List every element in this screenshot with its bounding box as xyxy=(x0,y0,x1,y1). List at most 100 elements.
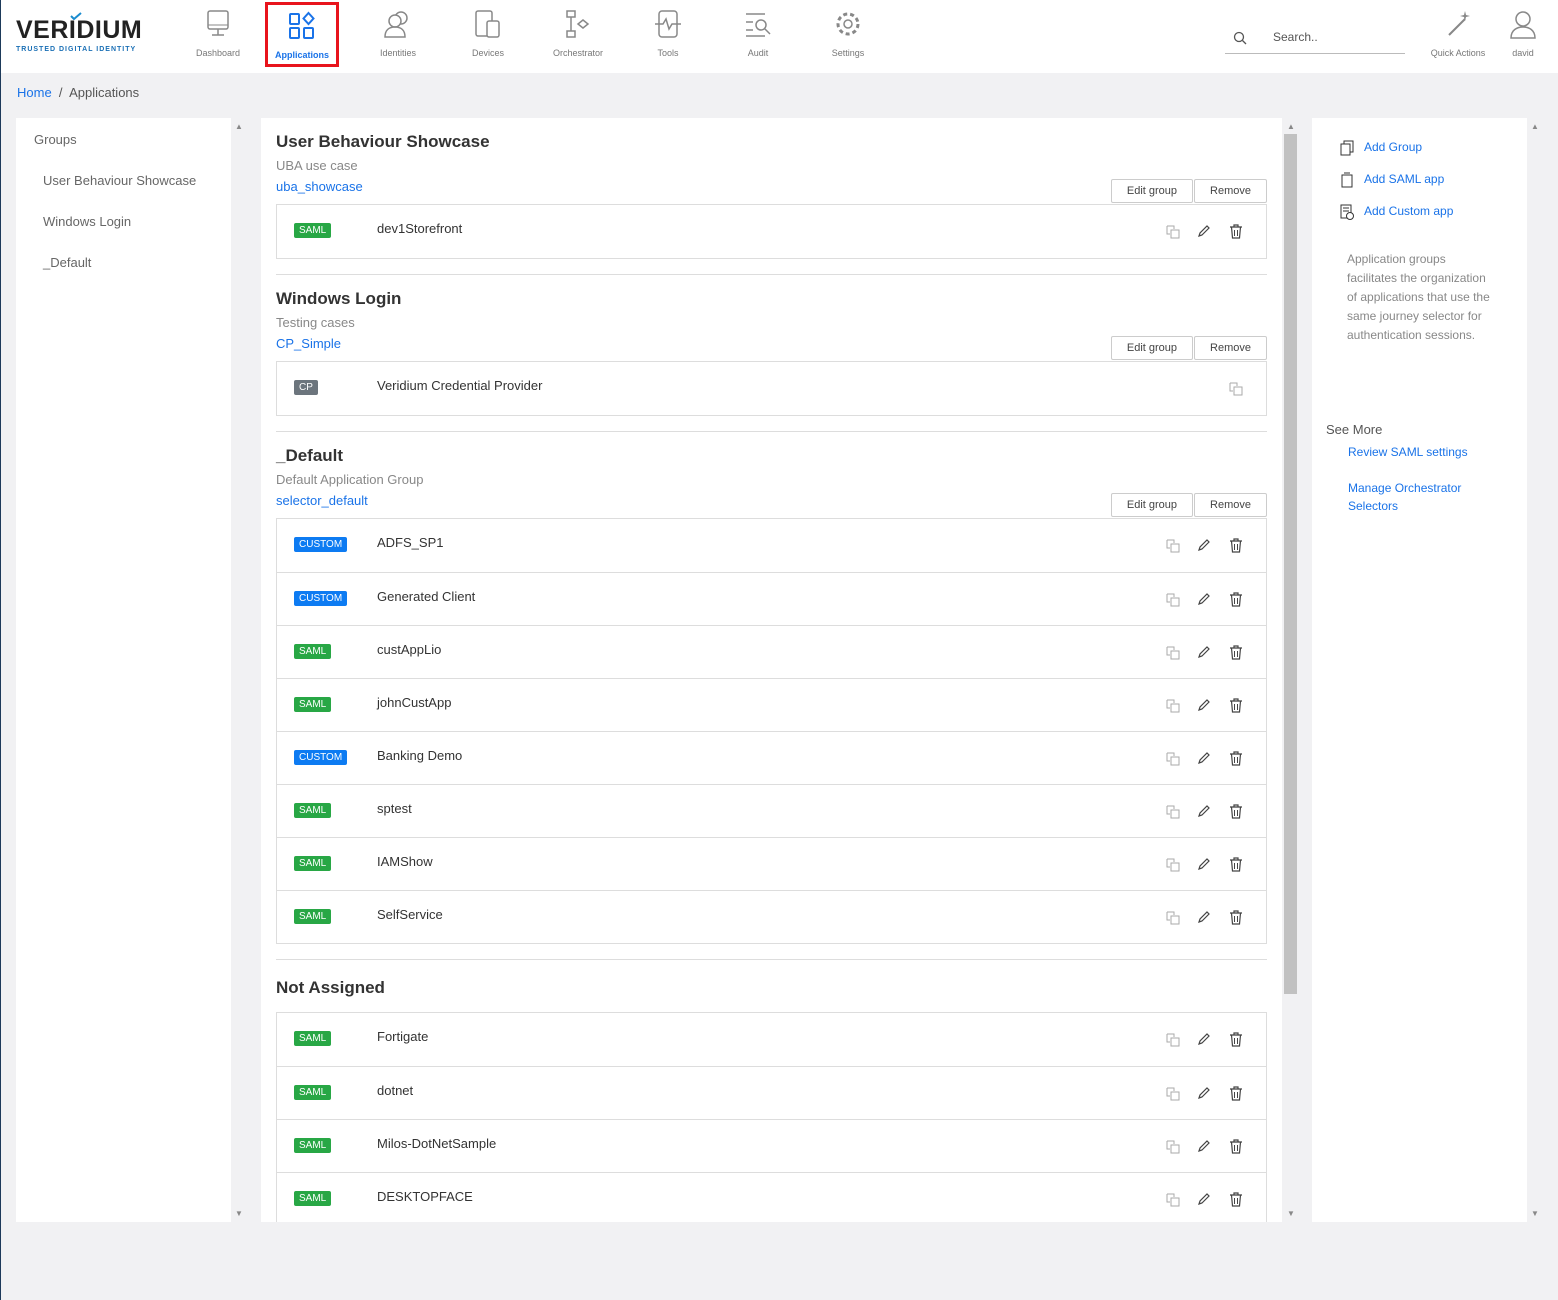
review-saml-settings-link[interactable]: Review SAML settings xyxy=(1348,445,1468,459)
app-name[interactable]: custAppLio xyxy=(377,642,442,657)
trash-icon[interactable] xyxy=(1229,645,1243,665)
nav-dashboard[interactable]: Dashboard xyxy=(181,0,255,73)
main-scrollbar-thumb[interactable] xyxy=(1284,134,1297,994)
app-row[interactable]: SAML DESKTOPFACE xyxy=(277,1172,1266,1222)
trash-icon[interactable] xyxy=(1229,224,1243,244)
app-name[interactable]: dotnet xyxy=(377,1083,414,1098)
nav-devices[interactable]: Devices xyxy=(451,0,525,73)
copy-icon[interactable] xyxy=(1228,381,1244,402)
app-row[interactable]: SAML Fortigate xyxy=(277,1013,1266,1066)
app-row[interactable]: SAML Milos-DotNetSample xyxy=(277,1119,1266,1172)
app-name[interactable]: ADFS_SP1 xyxy=(377,535,444,550)
app-row[interactable]: SAML johnCustApp xyxy=(277,678,1266,731)
edit-pencil-icon[interactable] xyxy=(1197,698,1211,717)
app-name[interactable]: Milos-DotNetSample xyxy=(377,1136,497,1151)
edit-pencil-icon[interactable] xyxy=(1197,857,1211,876)
copy-icon[interactable] xyxy=(1165,751,1181,772)
nav-audit[interactable]: Audit xyxy=(721,0,795,73)
remove-group-button[interactable]: Remove xyxy=(1194,336,1267,360)
copy-icon[interactable] xyxy=(1165,592,1181,613)
manage-orchestrator-selectors-link[interactable]: Manage Orchestrator Selectors xyxy=(1348,481,1462,513)
nav-applications[interactable]: Applications xyxy=(265,2,339,67)
app-row[interactable]: SAML dev1Storefront xyxy=(277,205,1266,258)
trash-icon[interactable] xyxy=(1229,1192,1243,1212)
copy-icon[interactable] xyxy=(1165,910,1181,931)
trash-icon[interactable] xyxy=(1229,1139,1243,1159)
app-row[interactable]: CUSTOM Generated Client xyxy=(277,572,1266,625)
trash-icon[interactable] xyxy=(1229,592,1243,612)
app-row[interactable]: SAML custAppLio xyxy=(277,625,1266,678)
app-name[interactable]: Generated Client xyxy=(377,589,476,604)
copy-icon[interactable] xyxy=(1165,1086,1181,1107)
copy-icon[interactable] xyxy=(1165,857,1181,878)
add-custom-app-action[interactable]: Add Custom app xyxy=(1340,204,1527,236)
edit-pencil-icon[interactable] xyxy=(1197,224,1211,243)
edit-pencil-icon[interactable] xyxy=(1197,538,1211,557)
copy-icon[interactable] xyxy=(1165,224,1181,245)
app-name[interactable]: dev1Storefront xyxy=(377,221,463,236)
group-selector-link[interactable]: uba_showcase xyxy=(276,179,363,194)
app-row[interactable]: SAML IAMShow xyxy=(277,837,1266,890)
add-saml-app-action[interactable]: Add SAML app xyxy=(1340,172,1527,204)
sidebar-group-item[interactable]: User Behaviour Showcase xyxy=(43,173,197,188)
trash-icon[interactable] xyxy=(1229,538,1243,558)
app-row[interactable]: SAML dotnet xyxy=(277,1066,1266,1119)
copy-icon[interactable] xyxy=(1165,645,1181,666)
main-scroll-down[interactable]: ▼ xyxy=(1287,1209,1295,1218)
app-name[interactable]: sptest xyxy=(377,801,412,816)
app-name[interactable]: SelfService xyxy=(377,907,443,922)
copy-icon[interactable] xyxy=(1165,1139,1181,1160)
search-input[interactable]: Search.. xyxy=(1225,24,1405,54)
app-name[interactable]: DESKTOPFACE xyxy=(377,1189,473,1204)
copy-icon[interactable] xyxy=(1165,538,1181,559)
edit-group-button[interactable]: Edit group xyxy=(1110,336,1194,360)
copy-icon[interactable] xyxy=(1165,1192,1181,1213)
edit-pencil-icon[interactable] xyxy=(1197,645,1211,664)
trash-icon[interactable] xyxy=(1229,751,1243,771)
trash-icon[interactable] xyxy=(1229,1032,1243,1052)
trash-icon[interactable] xyxy=(1229,804,1243,824)
sidebar-group-item[interactable]: _Default xyxy=(43,255,92,270)
edit-pencil-icon[interactable] xyxy=(1197,1192,1211,1211)
edit-pencil-icon[interactable] xyxy=(1197,1139,1211,1158)
copy-icon[interactable] xyxy=(1165,804,1181,825)
group-selector-link[interactable]: CP_Simple xyxy=(276,336,342,351)
remove-group-button[interactable]: Remove xyxy=(1194,179,1267,203)
edit-pencil-icon[interactable] xyxy=(1197,592,1211,611)
breadcrumb-home[interactable]: Home xyxy=(17,85,52,100)
app-row[interactable]: CUSTOM Banking Demo xyxy=(277,731,1266,784)
veridium-logo[interactable]: VERIDIUM TRUSTED DIGITAL IDENTITY xyxy=(16,12,146,56)
sidebar-scroll-down[interactable]: ▼ xyxy=(235,1209,243,1218)
user-menu[interactable]: david xyxy=(1486,0,1558,73)
app-name[interactable]: johnCustApp xyxy=(377,695,452,710)
edit-group-button[interactable]: Edit group xyxy=(1110,179,1194,203)
app-name[interactable]: IAMShow xyxy=(377,854,433,869)
edit-pencil-icon[interactable] xyxy=(1197,751,1211,770)
edit-pencil-icon[interactable] xyxy=(1197,1032,1211,1051)
trash-icon[interactable] xyxy=(1229,1086,1243,1106)
copy-icon[interactable] xyxy=(1165,698,1181,719)
quick-actions-button[interactable]: Quick Actions xyxy=(1421,0,1495,73)
main-scroll-up[interactable]: ▲ xyxy=(1287,122,1295,131)
nav-identities[interactable]: Identities xyxy=(361,0,435,73)
app-name[interactable]: Fortigate xyxy=(377,1029,429,1044)
trash-icon[interactable] xyxy=(1229,857,1243,877)
sidebar-group-item[interactable]: Windows Login xyxy=(43,214,132,229)
trash-icon[interactable] xyxy=(1229,910,1243,930)
app-row[interactable]: SAML sptest xyxy=(277,784,1266,837)
nav-settings[interactable]: Settings xyxy=(811,0,885,73)
edit-pencil-icon[interactable] xyxy=(1197,1086,1211,1105)
app-row[interactable]: CUSTOM ADFS_SP1 xyxy=(277,519,1266,572)
app-name[interactable]: Veridium Credential Provider xyxy=(377,378,543,393)
nav-orchestrator[interactable]: Orchestrator xyxy=(541,0,615,73)
right-scroll-up[interactable]: ▲ xyxy=(1531,122,1539,131)
trash-icon[interactable] xyxy=(1229,698,1243,718)
nav-tools[interactable]: Tools xyxy=(631,0,705,73)
copy-icon[interactable] xyxy=(1165,1032,1181,1053)
remove-group-button[interactable]: Remove xyxy=(1194,493,1267,517)
edit-pencil-icon[interactable] xyxy=(1197,804,1211,823)
app-row[interactable]: CP Veridium Credential Provider xyxy=(277,362,1266,415)
edit-pencil-icon[interactable] xyxy=(1197,910,1211,929)
app-name[interactable]: Banking Demo xyxy=(377,748,463,763)
group-selector-link[interactable]: selector_default xyxy=(276,493,368,508)
